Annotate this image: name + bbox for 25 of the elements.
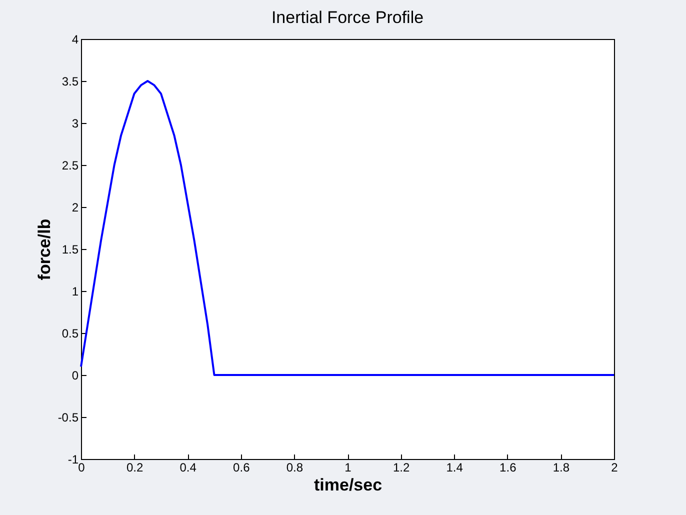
chart-title: Inertial Force Profile [271,8,424,27]
y-tick-label: 2.5 [62,158,79,172]
x-tick-label: 0.8 [286,460,304,474]
y-tick-label: 0 [72,368,79,382]
y-tick-label: 0.5 [62,326,79,340]
y-tick-label: 2 [72,200,79,214]
x-tick-label: 1.4 [446,460,464,474]
y-tick-label: 3 [72,116,79,130]
x-tick-label: 2 [611,460,618,474]
y-tick-label: -0.5 [58,410,79,424]
y-tick-label: 1 [72,284,79,298]
y-tick-label: 1.5 [62,242,79,256]
x-tick-label: 1.8 [552,460,570,474]
line-series [80,80,615,376]
x-tick-label: 0.6 [233,460,250,474]
x-tick-label: 1 [344,460,352,474]
y-tick-label: 3.5 [62,74,79,88]
y-tick-label: -1 [68,452,79,466]
x-tick-label: 0.4 [180,460,197,474]
y-axis-title: force/lb [34,218,54,280]
x-tick-label: 0.2 [126,460,144,474]
y-tick-label: 4 [72,32,79,46]
x-tick-label: 1.2 [392,460,410,474]
x-tick-label: 1.6 [500,460,517,474]
x-axis-title: time/sec [314,476,382,494]
